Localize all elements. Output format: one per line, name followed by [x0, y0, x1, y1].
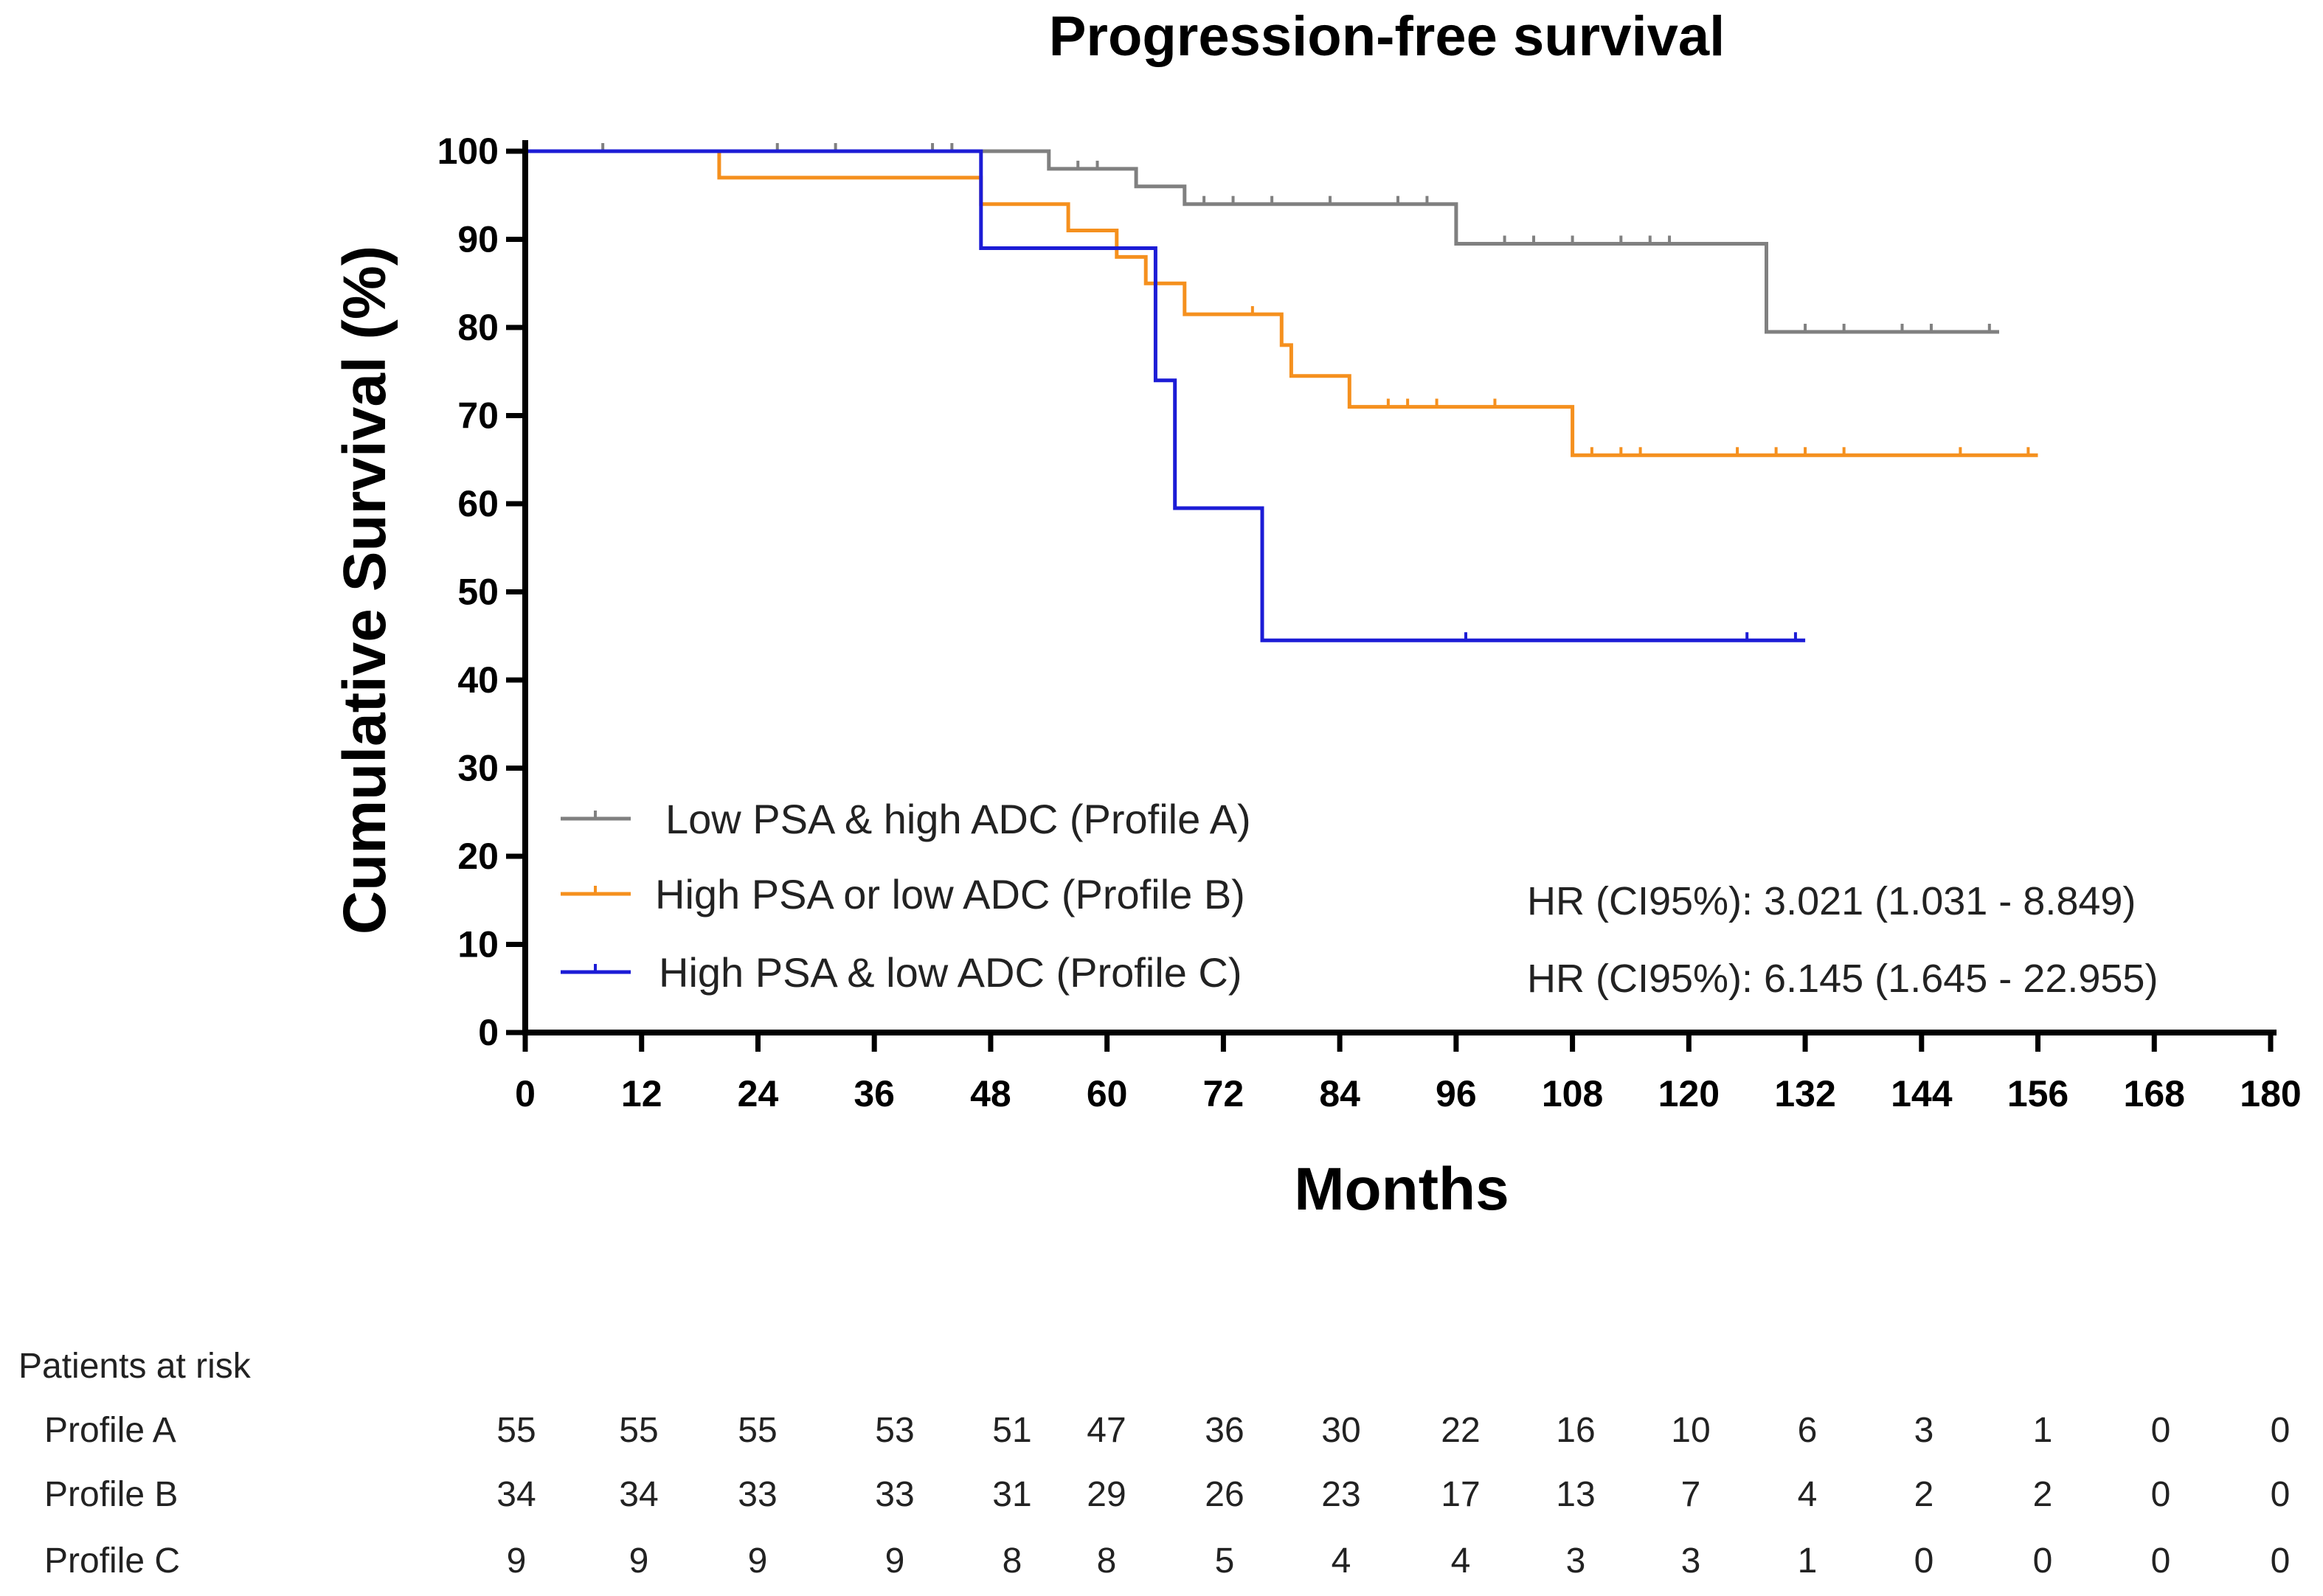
y-tick-label: 10	[457, 924, 499, 965]
axes	[522, 140, 2277, 1035]
risk-value: 4	[1451, 1541, 1471, 1581]
risk-value: 29	[1087, 1475, 1126, 1514]
y-tick-label: 70	[457, 395, 499, 437]
risk-value: 9	[507, 1541, 527, 1581]
risk-row-label: Profile C	[44, 1541, 180, 1581]
risk-value: 30	[1321, 1411, 1360, 1450]
risk-value: 4	[1798, 1475, 1818, 1514]
risk-value: 2	[1914, 1475, 1934, 1514]
x-tick-label: 156	[2007, 1073, 2068, 1114]
risk-value: 10	[1671, 1411, 1710, 1450]
x-tick-label: 72	[1203, 1073, 1244, 1114]
x-tick-label: 48	[970, 1073, 1011, 1114]
risk-value: 31	[992, 1475, 1031, 1514]
risk-value: 55	[738, 1411, 777, 1450]
x-tick-label: 24	[738, 1073, 779, 1114]
risk-value: 9	[629, 1541, 649, 1581]
risk-value: 8	[1097, 1541, 1117, 1581]
risk-value: 3	[1566, 1541, 1586, 1581]
risk-value: 0	[1914, 1541, 1934, 1581]
hr-annotation-profile-c: HR (CI95%): 6.145 (1.645 - 22.955)	[1527, 957, 2158, 1001]
risk-value: 13	[1556, 1475, 1595, 1514]
series-layer	[525, 143, 2038, 642]
risk-value: 0	[2271, 1541, 2291, 1581]
y-tick-label: 20	[457, 836, 499, 877]
risk-value: 22	[1441, 1411, 1480, 1450]
risk-value: 2	[2033, 1475, 2053, 1514]
x-ticks: 0 12 24 36 48 60 72 84 96 108 120 132 144 156 168 180	[515, 1033, 2302, 1114]
y-tick-label: 80	[457, 307, 499, 348]
x-tick-label: 132	[1774, 1073, 1835, 1114]
y-tick-label: 30	[457, 748, 499, 789]
x-tick-label: 96	[1436, 1073, 1477, 1114]
y-tick-label: 0	[478, 1012, 499, 1053]
risk-value: 7	[1681, 1475, 1701, 1514]
legend: Low PSA & high ADC (Profile A) High PSA o…	[561, 796, 1251, 996]
legend-label-profile-c: High PSA & low ADC (Profile C)	[659, 949, 1242, 996]
risk-table-header: Patients at risk	[18, 1347, 252, 1386]
risk-value: 4	[1332, 1541, 1351, 1581]
risk-value: 9	[885, 1541, 905, 1581]
risk-value: 0	[2151, 1541, 2171, 1581]
risk-value: 47	[1087, 1411, 1126, 1450]
risk-value: 51	[992, 1411, 1031, 1450]
y-tick-label: 60	[457, 483, 499, 524]
risk-value: 0	[2151, 1475, 2171, 1514]
risk-value: 33	[875, 1475, 914, 1514]
risk-value: 8	[1003, 1541, 1022, 1581]
risk-value: 1	[2033, 1411, 2053, 1450]
risk-value: 1	[1798, 1541, 1818, 1581]
risk-value: 5	[1215, 1541, 1235, 1581]
risk-value: 0	[2151, 1411, 2171, 1450]
risk-value: 0	[2271, 1411, 2291, 1450]
risk-value: 55	[619, 1411, 658, 1450]
risk-value: 55	[496, 1411, 536, 1450]
x-tick-label: 144	[1891, 1073, 1953, 1114]
y-tick-label: 100	[437, 131, 499, 172]
y-tick-label: 90	[457, 219, 499, 260]
x-tick-label: 0	[515, 1073, 536, 1114]
y-tick-label: 40	[457, 659, 499, 701]
x-tick-label: 168	[2124, 1073, 2185, 1114]
series-line-profile-c	[525, 149, 1806, 642]
risk-value: 23	[1321, 1475, 1360, 1514]
x-tick-label: 36	[854, 1073, 895, 1114]
risk-table: Patients at risk Profile A 55 55 55 53 51 47 36…	[18, 1347, 2290, 1581]
risk-value: 17	[1441, 1475, 1480, 1514]
x-tick-label: 12	[621, 1073, 662, 1114]
risk-value: 3	[1681, 1541, 1701, 1581]
y-ticks: 0 10 20 30 40 50 60 70 80 90 100	[437, 131, 525, 1053]
legend-label-profile-a: Low PSA & high ADC (Profile A)	[665, 796, 1251, 842]
x-tick-label: 120	[1658, 1073, 1720, 1114]
x-tick-label: 84	[1319, 1073, 1360, 1114]
hr-annotation-profile-b: HR (CI95%): 3.021 (1.031 - 8.849)	[1527, 879, 2136, 923]
chart-title: Progression-free survival	[1049, 5, 1725, 68]
risk-value: 36	[1205, 1411, 1244, 1450]
y-axis-title: Cumulative Survival (%)	[331, 246, 398, 934]
x-tick-label: 180	[2240, 1073, 2301, 1114]
risk-value: 53	[875, 1411, 914, 1450]
risk-value: 34	[619, 1475, 658, 1514]
risk-row-label: Profile A	[44, 1411, 176, 1450]
x-tick-label: 60	[1087, 1073, 1128, 1114]
risk-value: 0	[2271, 1475, 2291, 1514]
y-tick-label: 50	[457, 572, 499, 613]
risk-row-label: Profile B	[44, 1475, 178, 1514]
risk-value: 0	[2033, 1541, 2053, 1581]
risk-value: 26	[1205, 1475, 1244, 1514]
x-tick-label: 108	[1542, 1073, 1603, 1114]
series-line-profile-a	[525, 149, 1999, 334]
risk-value: 16	[1556, 1411, 1595, 1450]
risk-value: 3	[1914, 1411, 1934, 1450]
risk-value: 34	[496, 1475, 536, 1514]
series-line-profile-b	[525, 149, 2038, 457]
x-axis-title: Months	[1294, 1156, 1509, 1223]
legend-label-profile-b: High PSA or low ADC (Profile B)	[655, 871, 1245, 917]
risk-value: 6	[1798, 1411, 1818, 1450]
risk-value: 33	[738, 1475, 777, 1514]
risk-value: 9	[748, 1541, 768, 1581]
